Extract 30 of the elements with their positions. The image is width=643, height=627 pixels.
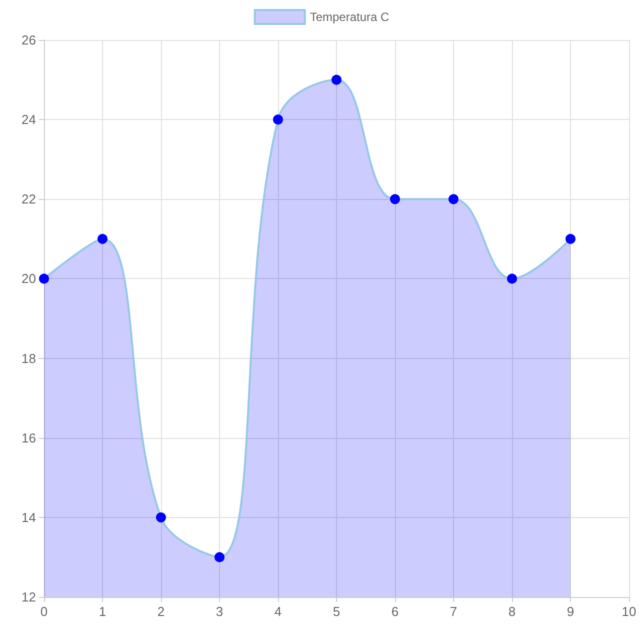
point (156, 512, 166, 522)
y-tick-label: 16 (22, 430, 36, 446)
y-tick-label: 12 (22, 590, 36, 604)
point (507, 274, 517, 284)
y-tick-label: 14 (22, 510, 36, 525)
x-tick-label: 8 (508, 604, 516, 619)
point (390, 194, 400, 204)
legend-label: Temperatura C (310, 10, 390, 24)
point (332, 74, 342, 85)
x-tick-label: 6 (391, 604, 399, 619)
point (214, 552, 224, 562)
point (273, 114, 283, 125)
point (39, 274, 49, 284)
x-tick-label: 0 (40, 604, 48, 619)
x-tick-label: 10 (622, 604, 636, 619)
x-tick-label: 2 (157, 604, 165, 619)
x-tick-label: 5 (332, 604, 340, 619)
y-tick-label: 18 (22, 350, 36, 366)
point (566, 234, 576, 244)
point (448, 194, 458, 204)
y-tick-label: 24 (22, 112, 36, 128)
x-tick-label: 9 (566, 604, 574, 619)
x-tick-label: 1 (98, 604, 106, 619)
x-tick-label: 3 (216, 604, 224, 619)
point (98, 234, 108, 244)
y-tick-label: 26 (22, 32, 36, 48)
x-tick-label: 4 (274, 604, 282, 619)
x-tick-label: 7 (450, 604, 458, 619)
y-tick-label: 22 (22, 192, 36, 207)
y-tick-label: 20 (22, 271, 36, 286)
